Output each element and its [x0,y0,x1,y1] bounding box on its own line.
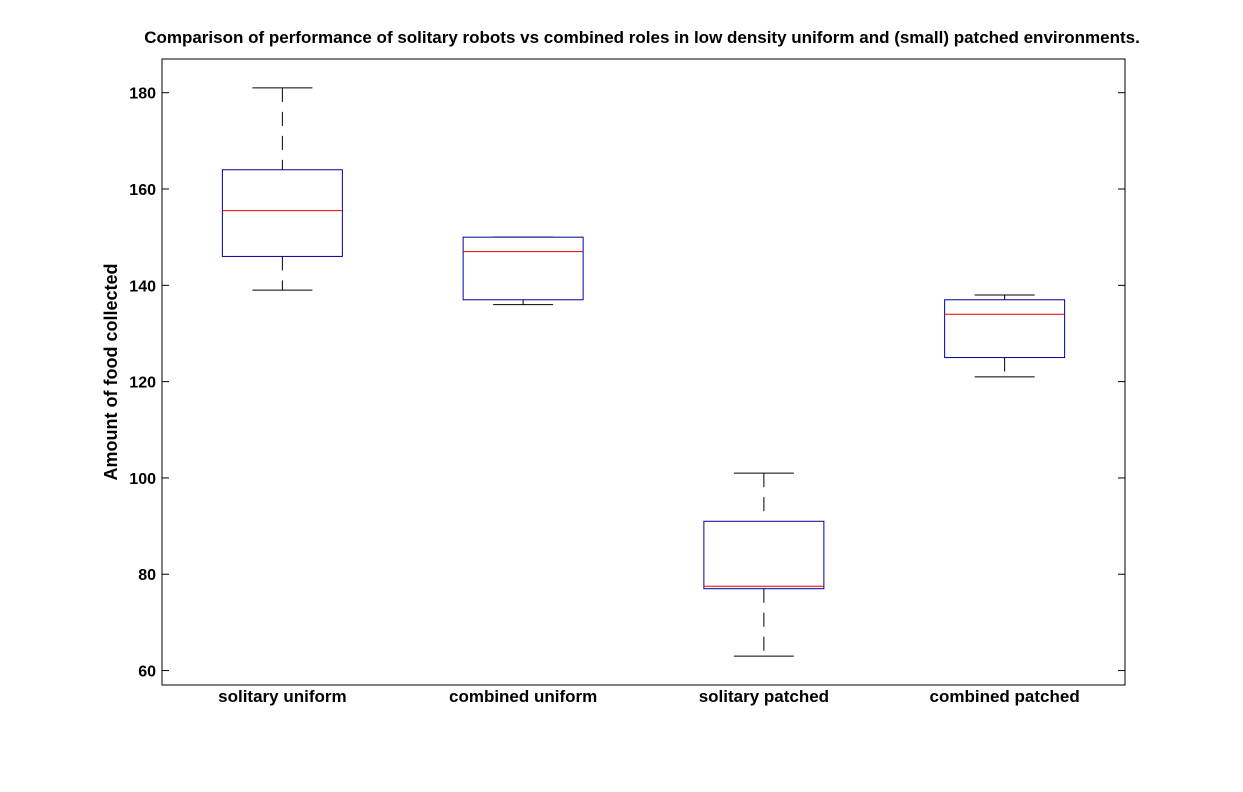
x-tick-label: solitary uniform [218,687,346,706]
x-tick-label: combined uniform [449,687,597,706]
x-tick-label: solitary patched [699,687,829,706]
x-axis: solitary uniform combined uniform solitary… [218,687,1080,706]
y-tick-label: 100 [129,471,156,488]
box-iqr [703,520,825,590]
x-tick-label: combined patched [930,687,1080,706]
box-combined-uniform [462,236,584,306]
y-tick-label: 80 [138,567,156,584]
y-tick-label: 60 [138,664,156,681]
y-tick-label: 160 [129,182,156,199]
box-iqr [462,236,584,301]
chart-title: Comparison of performance of solitary ro… [144,28,1140,47]
box-iqr [944,299,1066,359]
plot-area [161,58,1126,686]
box-solitary-patched [703,472,825,657]
box-iqr [221,169,343,257]
y-tick-label: 120 [129,375,156,392]
y-tick-label: 140 [129,278,156,295]
y-axis: 60 80 100 120 140 160 180 [129,86,1125,681]
box-solitary-uniform [221,87,343,291]
y-axis-label: Amount of food collected [101,264,121,481]
box-combined-patched [944,294,1066,378]
y-tick-label: 180 [129,86,156,103]
boxplot-series [221,87,1066,657]
